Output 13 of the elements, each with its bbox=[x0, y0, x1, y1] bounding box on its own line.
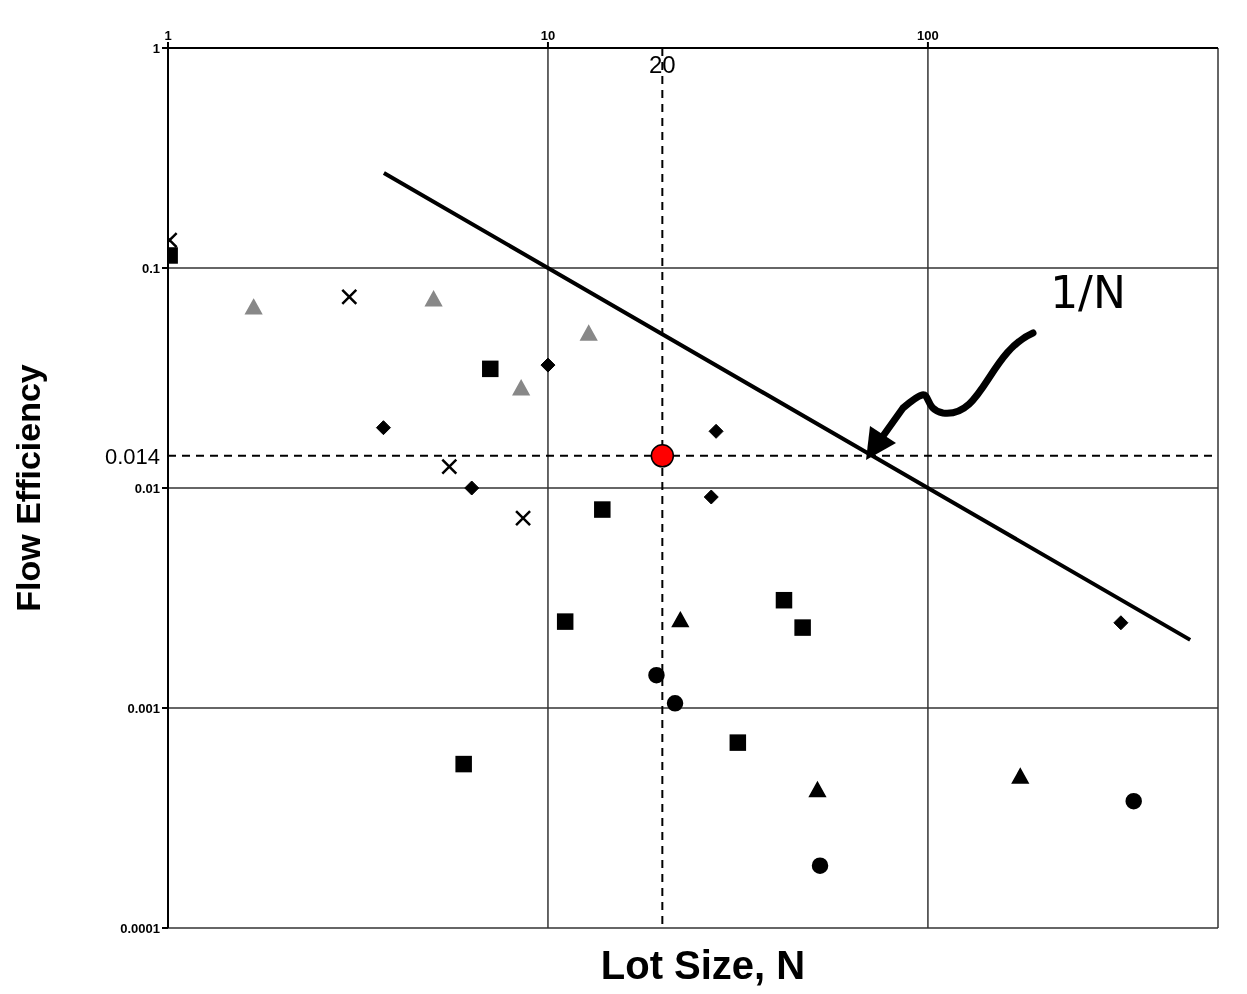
y-axis-title: Flow Efficiency bbox=[9, 364, 48, 612]
y-tick-label: 0.1 bbox=[141, 260, 160, 276]
y-tick-label: 0.01 bbox=[134, 480, 160, 496]
x-axis-title: Lot Size, N bbox=[599, 943, 807, 988]
ref-line-label: 20 bbox=[648, 51, 676, 79]
y-tick-label: 0.001 bbox=[127, 700, 160, 716]
x-tick-label: 100 bbox=[917, 28, 939, 43]
annotation: 1/N bbox=[1050, 267, 1126, 318]
ref-line-label: 0.014 bbox=[104, 443, 160, 469]
y-tick-label: 0.0001 bbox=[120, 920, 160, 936]
x-tick-label: 1 bbox=[164, 28, 172, 43]
y-tick-label: 1 bbox=[152, 40, 160, 56]
x-tick-label: 10 bbox=[540, 28, 556, 43]
